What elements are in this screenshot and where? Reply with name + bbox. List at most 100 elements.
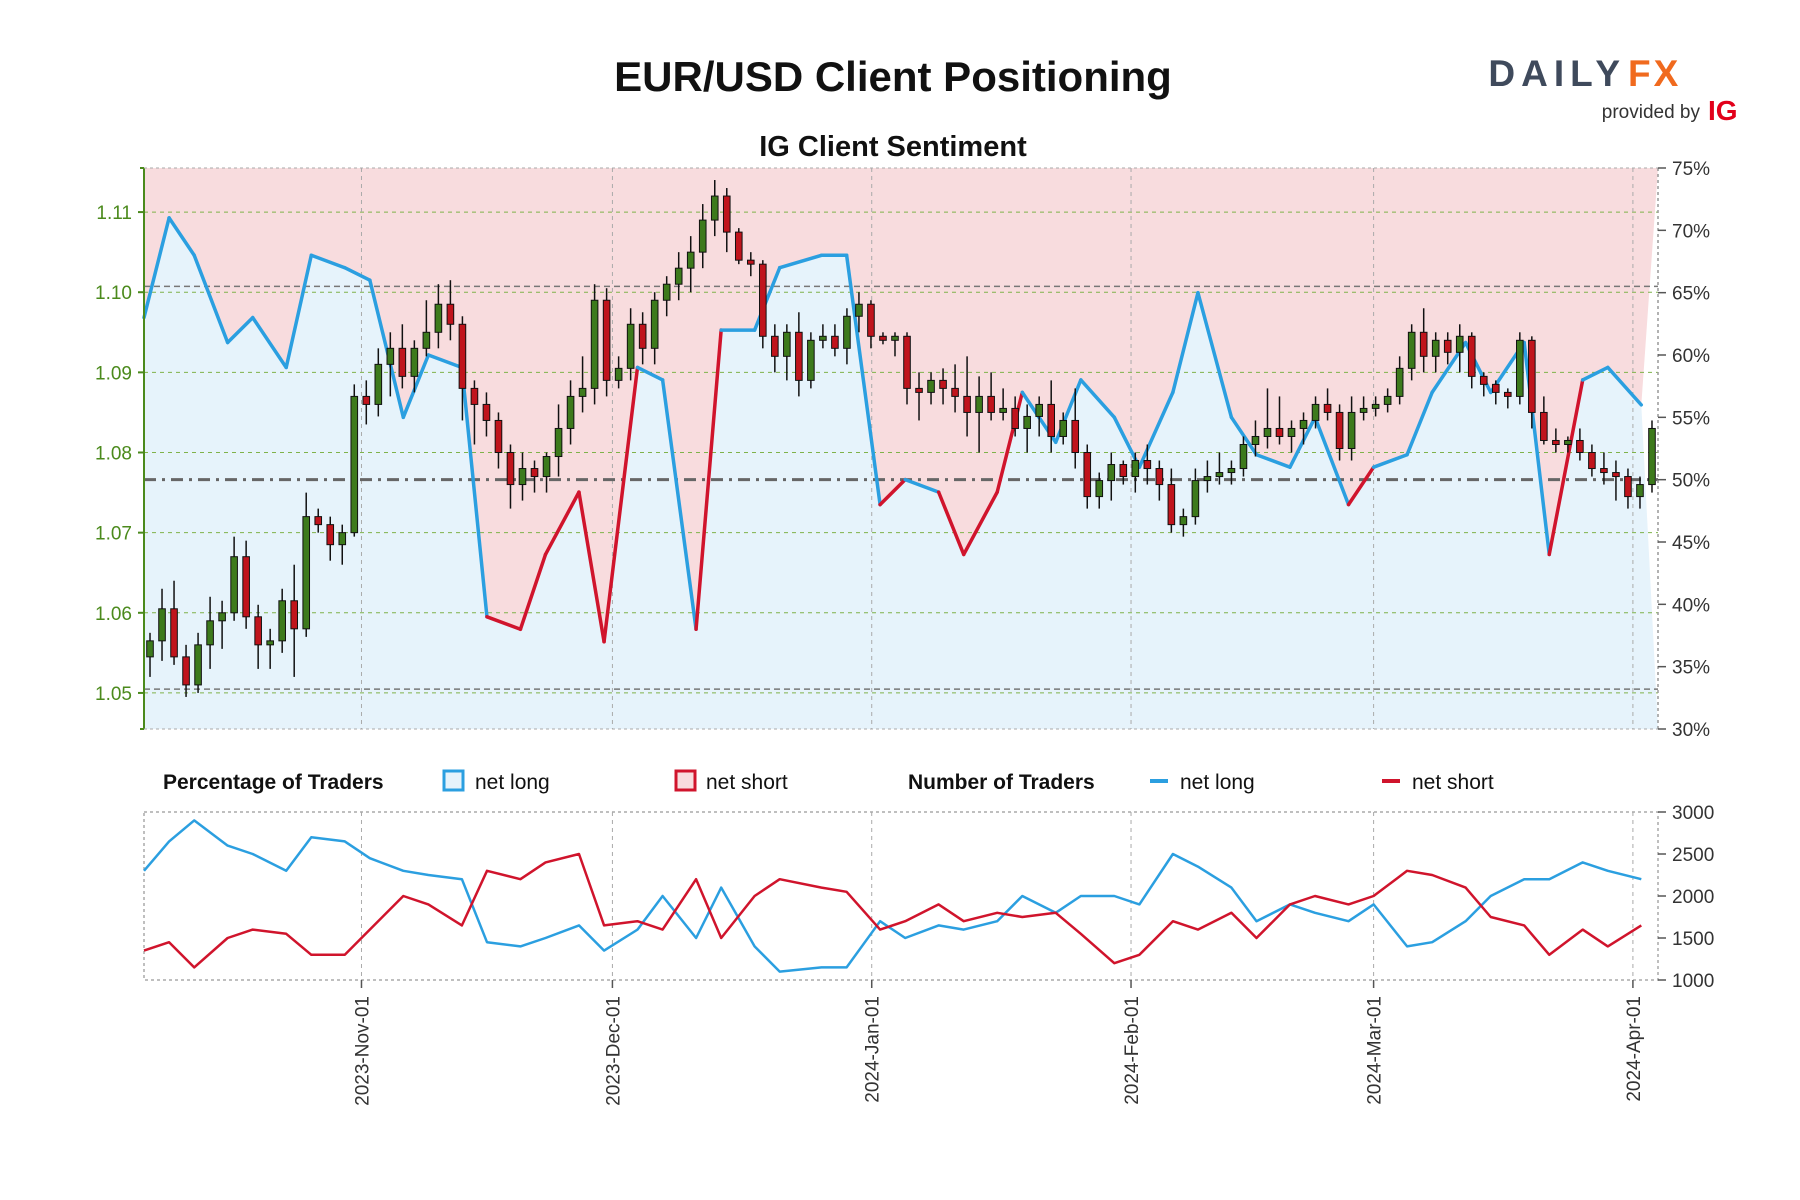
candle-body: [999, 407, 1007, 413]
candle-body: [206, 620, 214, 646]
sentiment-line-segment: [1288, 415, 1317, 469]
sentiment-line-segment: [1371, 452, 1409, 469]
pct-tick-label: 60%: [1672, 346, 1710, 367]
sentiment-line-segment: [1171, 290, 1200, 395]
candle-body: [783, 331, 791, 357]
candle-body: [1528, 339, 1536, 413]
candle-body: [746, 259, 755, 265]
candle-body: [614, 367, 623, 381]
candle-body: [602, 299, 611, 381]
main-axes: 1.05 1.06 1.07 1.08 1.09 1.10 1.11 30% 35% 40% 45%…: [95, 159, 1710, 741]
candle-body: [1227, 468, 1236, 474]
candle-body: [927, 379, 935, 393]
sentiment-line-segment: [961, 490, 999, 557]
candle-body: [470, 387, 479, 405]
legend-pct-title: Percentage of Traders: [163, 771, 384, 794]
candle-body: [506, 452, 515, 486]
candle-body: [1431, 339, 1440, 357]
candle-body: [951, 387, 959, 397]
count-tick-label: 1000: [1672, 971, 1714, 992]
legend-num-short-label: net short: [1412, 771, 1494, 794]
legend-pct-long-swatch: [442, 769, 465, 792]
legend-num-long-label: net long: [1180, 771, 1255, 794]
sentiment-line-segment: [844, 253, 882, 507]
candle-body: [302, 516, 311, 630]
sentiment-line-segment: [309, 253, 347, 270]
candle-body: [1023, 415, 1031, 429]
candle-body: [1383, 395, 1392, 405]
price-candlesticks: [146, 180, 1656, 697]
candle-body: [146, 640, 154, 658]
sentiment-line-segment: [518, 552, 548, 632]
sentiment-line-segment: [660, 378, 698, 632]
candle-body: [722, 195, 731, 233]
candle-body: [1179, 516, 1188, 526]
sentiment-line-segment: [694, 328, 723, 632]
candle-body: [1311, 403, 1320, 421]
sentiment-line-segment: [903, 477, 941, 494]
candle-body: [1215, 472, 1224, 478]
net-long-count-line: [143, 819, 1642, 973]
candle-body: [362, 395, 371, 405]
sentiment-line-segment: [460, 365, 489, 619]
count-tick-label: 2000: [1672, 887, 1714, 908]
candle-body: [987, 395, 995, 413]
candle-body: [458, 323, 467, 389]
candle-body: [674, 267, 683, 285]
sentiment-line-segment: [142, 216, 171, 320]
candle-body: [1347, 411, 1356, 449]
date-tick-label: 2023-Nov-01: [352, 996, 373, 1106]
candle-body: [1443, 339, 1452, 353]
candle-body: [386, 347, 395, 365]
sentiment-line-segment: [602, 365, 640, 644]
price-tick-label: 1.08: [95, 444, 132, 465]
sentiment-line-segment: [1079, 378, 1117, 420]
candle-body: [182, 656, 190, 686]
net-short-count-line: [143, 852, 1642, 969]
candle-body: [1191, 480, 1200, 518]
pct-tick-label: 45%: [1672, 533, 1710, 554]
candle-body: [1287, 427, 1296, 437]
candle-body: [1275, 427, 1284, 437]
sentiment-line-segment: [777, 253, 824, 270]
sentiment-line-segment: [635, 365, 665, 382]
candle-body: [398, 347, 407, 377]
candle-body: [963, 395, 971, 413]
candle-body: [686, 251, 695, 269]
candle-body: [867, 303, 875, 337]
candle-body: [1491, 383, 1500, 393]
candle-body: [422, 331, 431, 349]
sentiment-line-segment: [1547, 378, 1585, 557]
candle-body: [446, 303, 455, 325]
main-grid: [144, 168, 1658, 729]
candle-body: [1624, 476, 1632, 498]
candle-body: [1455, 335, 1464, 353]
candle-body: [1371, 403, 1380, 409]
candle-body: [314, 516, 323, 526]
candle-body: [891, 335, 899, 341]
trader-count-lines: [143, 819, 1642, 973]
candle-body: [638, 323, 647, 349]
sentiment-line-segment: [936, 490, 966, 557]
candle-body: [410, 347, 419, 377]
candle-body: [590, 299, 599, 389]
candle-body: [242, 556, 250, 618]
candle-body: [1564, 439, 1572, 445]
sentiment-line-segment: [1137, 390, 1175, 469]
candle-body: [530, 468, 539, 478]
sentiment-line-segment: [752, 265, 782, 332]
candle-body: [698, 219, 707, 253]
candle-body: [1299, 419, 1308, 429]
candle-body: [1071, 419, 1080, 454]
net-long-area: [144, 217, 1658, 729]
candle-body: [1540, 411, 1548, 441]
pct-tick-label: 30%: [1672, 720, 1710, 741]
candle-body: [254, 616, 262, 646]
candle-body: [194, 644, 202, 686]
pct-tick-label: 35%: [1672, 658, 1710, 679]
candle-body: [482, 403, 491, 421]
candle-body: [795, 331, 803, 381]
candle-body: [1263, 427, 1272, 437]
price-tick-label: 1.09: [95, 363, 132, 384]
sentiment-line-segment: [577, 490, 606, 644]
